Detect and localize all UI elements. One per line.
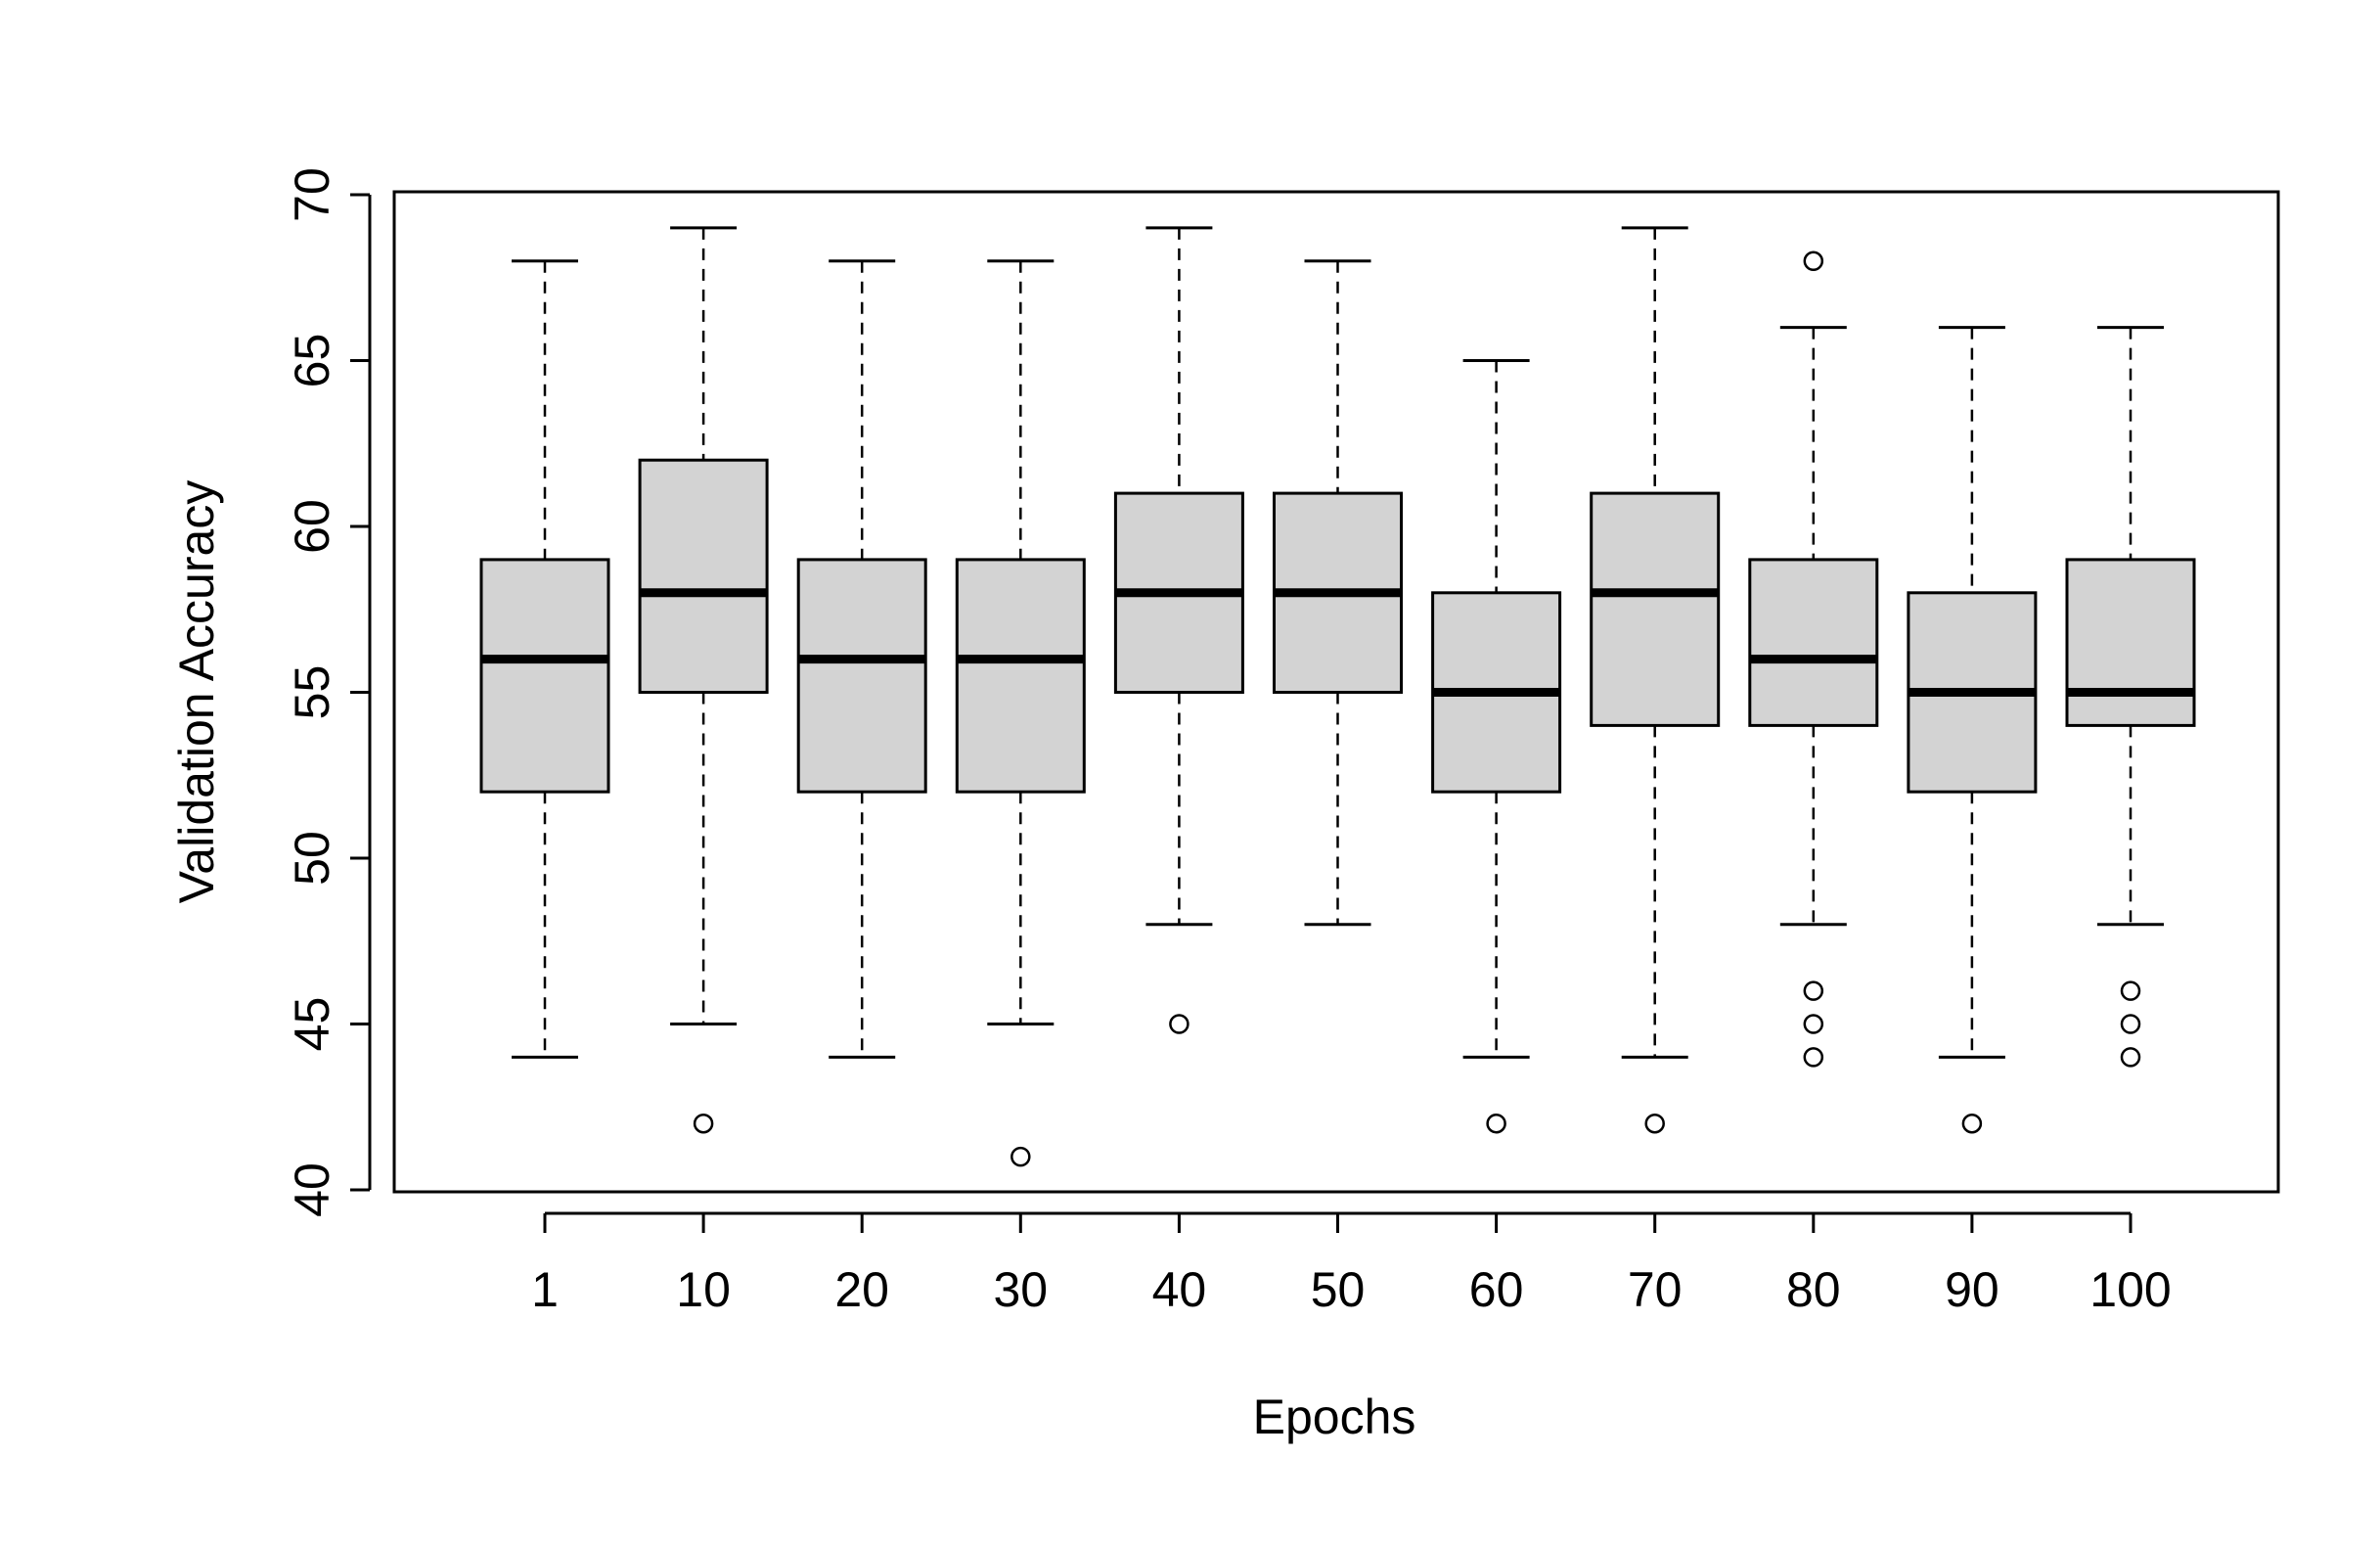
box-20 bbox=[796, 259, 927, 1059]
x-tick-label-40: 40 bbox=[1152, 1262, 1207, 1317]
x-tick-label-10: 10 bbox=[676, 1262, 731, 1317]
box-10 bbox=[638, 226, 769, 1134]
x-tick-label-80: 80 bbox=[1786, 1262, 1841, 1317]
iqr-box-80 bbox=[1748, 558, 1879, 727]
box-50 bbox=[1273, 259, 1403, 927]
outlier-80-1 bbox=[1803, 980, 1824, 1001]
y-tick-label-70: 70 bbox=[285, 167, 339, 222]
outlier-100-0 bbox=[2120, 980, 2141, 1001]
box-90 bbox=[1907, 326, 2038, 1134]
x-tick-label-50: 50 bbox=[1311, 1262, 1366, 1317]
x-tick-label-100: 100 bbox=[2089, 1262, 2171, 1317]
y-tick-label-60: 60 bbox=[285, 499, 339, 554]
iqr-box-20 bbox=[796, 558, 927, 794]
outlier-100-1 bbox=[2120, 1014, 2141, 1034]
y-tick-label-45: 45 bbox=[285, 997, 339, 1052]
y-tick-label-50: 50 bbox=[285, 831, 339, 886]
y-axis-title: Validation Accuracy bbox=[169, 480, 224, 904]
x-axis-title: Epochs bbox=[1253, 1389, 1416, 1444]
outlier-90-0 bbox=[1961, 1113, 1983, 1134]
iqr-box-1 bbox=[479, 558, 610, 794]
x-tick-label-70: 70 bbox=[1628, 1262, 1683, 1317]
iqr-box-10 bbox=[638, 458, 769, 695]
outlier-80-2 bbox=[1803, 1014, 1824, 1034]
x-tick-label-30: 30 bbox=[993, 1262, 1048, 1317]
box-70 bbox=[1590, 226, 1721, 1134]
outlier-10-0 bbox=[693, 1113, 714, 1134]
x-tick-label-1: 1 bbox=[531, 1262, 559, 1317]
iqr-box-70 bbox=[1590, 491, 1721, 727]
outlier-100-2 bbox=[2120, 1047, 2141, 1068]
y-tick-label-55: 55 bbox=[285, 665, 339, 720]
y-tick-label-40: 40 bbox=[285, 1162, 339, 1217]
iqr-box-100 bbox=[2065, 558, 2196, 727]
box-80 bbox=[1748, 250, 1879, 1068]
outlier-40-0 bbox=[1169, 1014, 1190, 1034]
x-tick-label-90: 90 bbox=[1945, 1262, 1999, 1317]
outlier-80-0 bbox=[1803, 250, 1824, 272]
box-1 bbox=[479, 259, 610, 1059]
plot-frame bbox=[392, 190, 2280, 1194]
y-tick-label-65: 65 bbox=[285, 334, 339, 388]
x-tick-label-60: 60 bbox=[1469, 1262, 1524, 1317]
box-30 bbox=[955, 259, 1086, 1167]
box-40 bbox=[1113, 226, 1244, 1034]
outlier-30-0 bbox=[1010, 1146, 1031, 1167]
x-tick-label-20: 20 bbox=[834, 1262, 889, 1317]
x-axis: 1 10 20 30 40 50 60 70 80 90 100 bbox=[531, 1211, 2172, 1317]
outlier-60-0 bbox=[1486, 1113, 1506, 1134]
outlier-80-3 bbox=[1803, 1047, 1824, 1068]
y-axis: 40 45 50 55 60 65 70 bbox=[285, 167, 372, 1217]
boxes-group bbox=[479, 226, 2196, 1167]
box-100 bbox=[2065, 326, 2196, 1068]
iqr-box-30 bbox=[955, 558, 1086, 794]
outlier-70-0 bbox=[1644, 1113, 1665, 1134]
box-60 bbox=[1431, 359, 1562, 1134]
